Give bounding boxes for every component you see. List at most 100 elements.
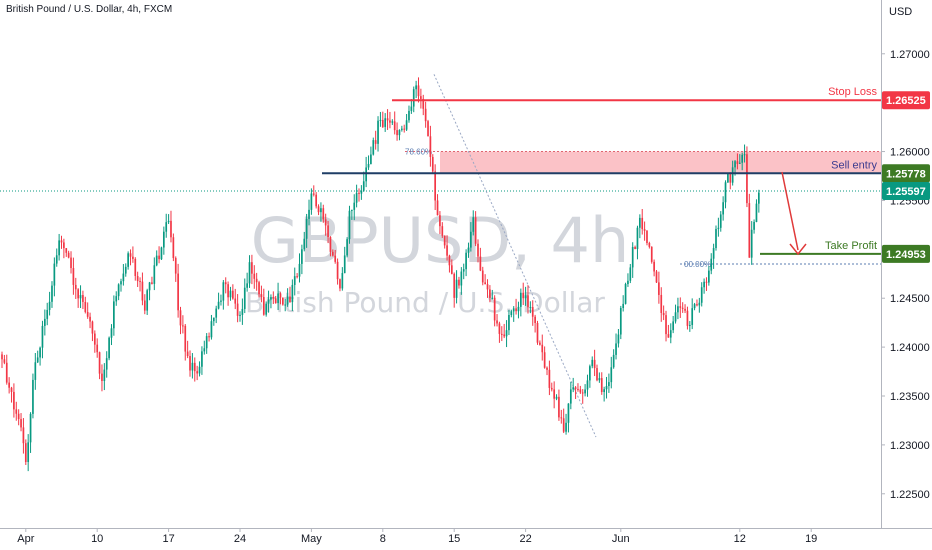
candle [593,349,596,377]
candle-body [712,248,715,259]
candle [636,225,639,260]
candle-body [312,193,315,195]
candle [8,377,10,394]
candle-body [517,306,520,312]
candle [536,320,539,345]
candle-body [586,380,589,390]
candle-body [491,297,494,299]
candle-body [579,389,582,393]
candle [431,154,434,174]
candle-body [281,297,284,305]
candle-body [224,282,227,285]
candle [705,277,708,291]
candle-body [129,253,132,257]
candle-body [322,208,325,220]
candle-body [331,251,334,256]
candle [600,372,603,395]
candle [646,230,648,246]
candle [674,304,677,324]
candle-body [622,303,625,309]
candle-body [70,257,72,269]
candle [315,192,318,209]
candle-body [410,106,413,111]
candle [208,332,210,342]
candle [655,269,658,283]
candle [658,271,660,304]
candle-body [439,215,441,227]
candle [60,235,63,249]
candle-body [193,362,196,372]
candle-body [324,219,327,226]
candle [591,356,594,369]
candle-body [260,294,263,298]
candle [374,130,377,150]
candle [581,389,584,404]
candle [296,273,298,279]
candle-body [127,253,129,267]
candle [522,282,525,306]
candle [229,286,232,301]
candle [703,278,705,294]
candle [470,222,472,252]
candle [486,279,489,298]
candle-body [736,161,739,164]
candle [353,194,356,221]
candle-body [722,202,724,215]
candles [1,77,760,472]
candle [72,257,75,295]
candle [367,155,370,170]
candle [510,309,513,318]
candle [436,194,439,216]
current-price-tag-text: 1.25597 [886,186,926,198]
candle-body [524,295,527,299]
candle-body [429,136,432,157]
candle-body [686,310,689,326]
candle [191,353,194,379]
candle-body [79,295,82,299]
candle [715,225,717,251]
candle-body [598,378,601,381]
candle-body [703,281,705,288]
candle-body [17,413,20,420]
candle-body [279,293,282,298]
candle-body [629,267,632,281]
candle-body [422,98,425,109]
candle-body [115,296,118,302]
candle-body [529,307,532,309]
candle [272,291,275,305]
candle [505,320,508,348]
candle-body [677,306,679,313]
candle [555,394,558,401]
candle-body [667,334,670,338]
candle [10,386,13,403]
candle [317,204,320,216]
candle-body [441,226,444,236]
candle [743,144,746,163]
candle-body [172,237,175,259]
candle-body [741,154,744,163]
candle-body [555,396,558,399]
candle-body [48,301,51,310]
candle [91,320,94,342]
candle [234,288,237,310]
candle-body [541,344,544,353]
candle-body [653,261,655,272]
candle [753,219,755,234]
candle [43,309,46,336]
candle-body [132,256,134,259]
candle [417,77,420,103]
candle [757,189,760,213]
candle-body [658,282,660,295]
candle [27,434,30,472]
candle [160,246,163,261]
candle-body [519,292,522,307]
candle [198,361,201,377]
candle-body [700,287,703,303]
candle-body [53,263,56,286]
candle-body [167,220,170,223]
candle [622,295,625,312]
candle-body [391,121,394,123]
candle [460,267,463,295]
candle [458,276,460,289]
